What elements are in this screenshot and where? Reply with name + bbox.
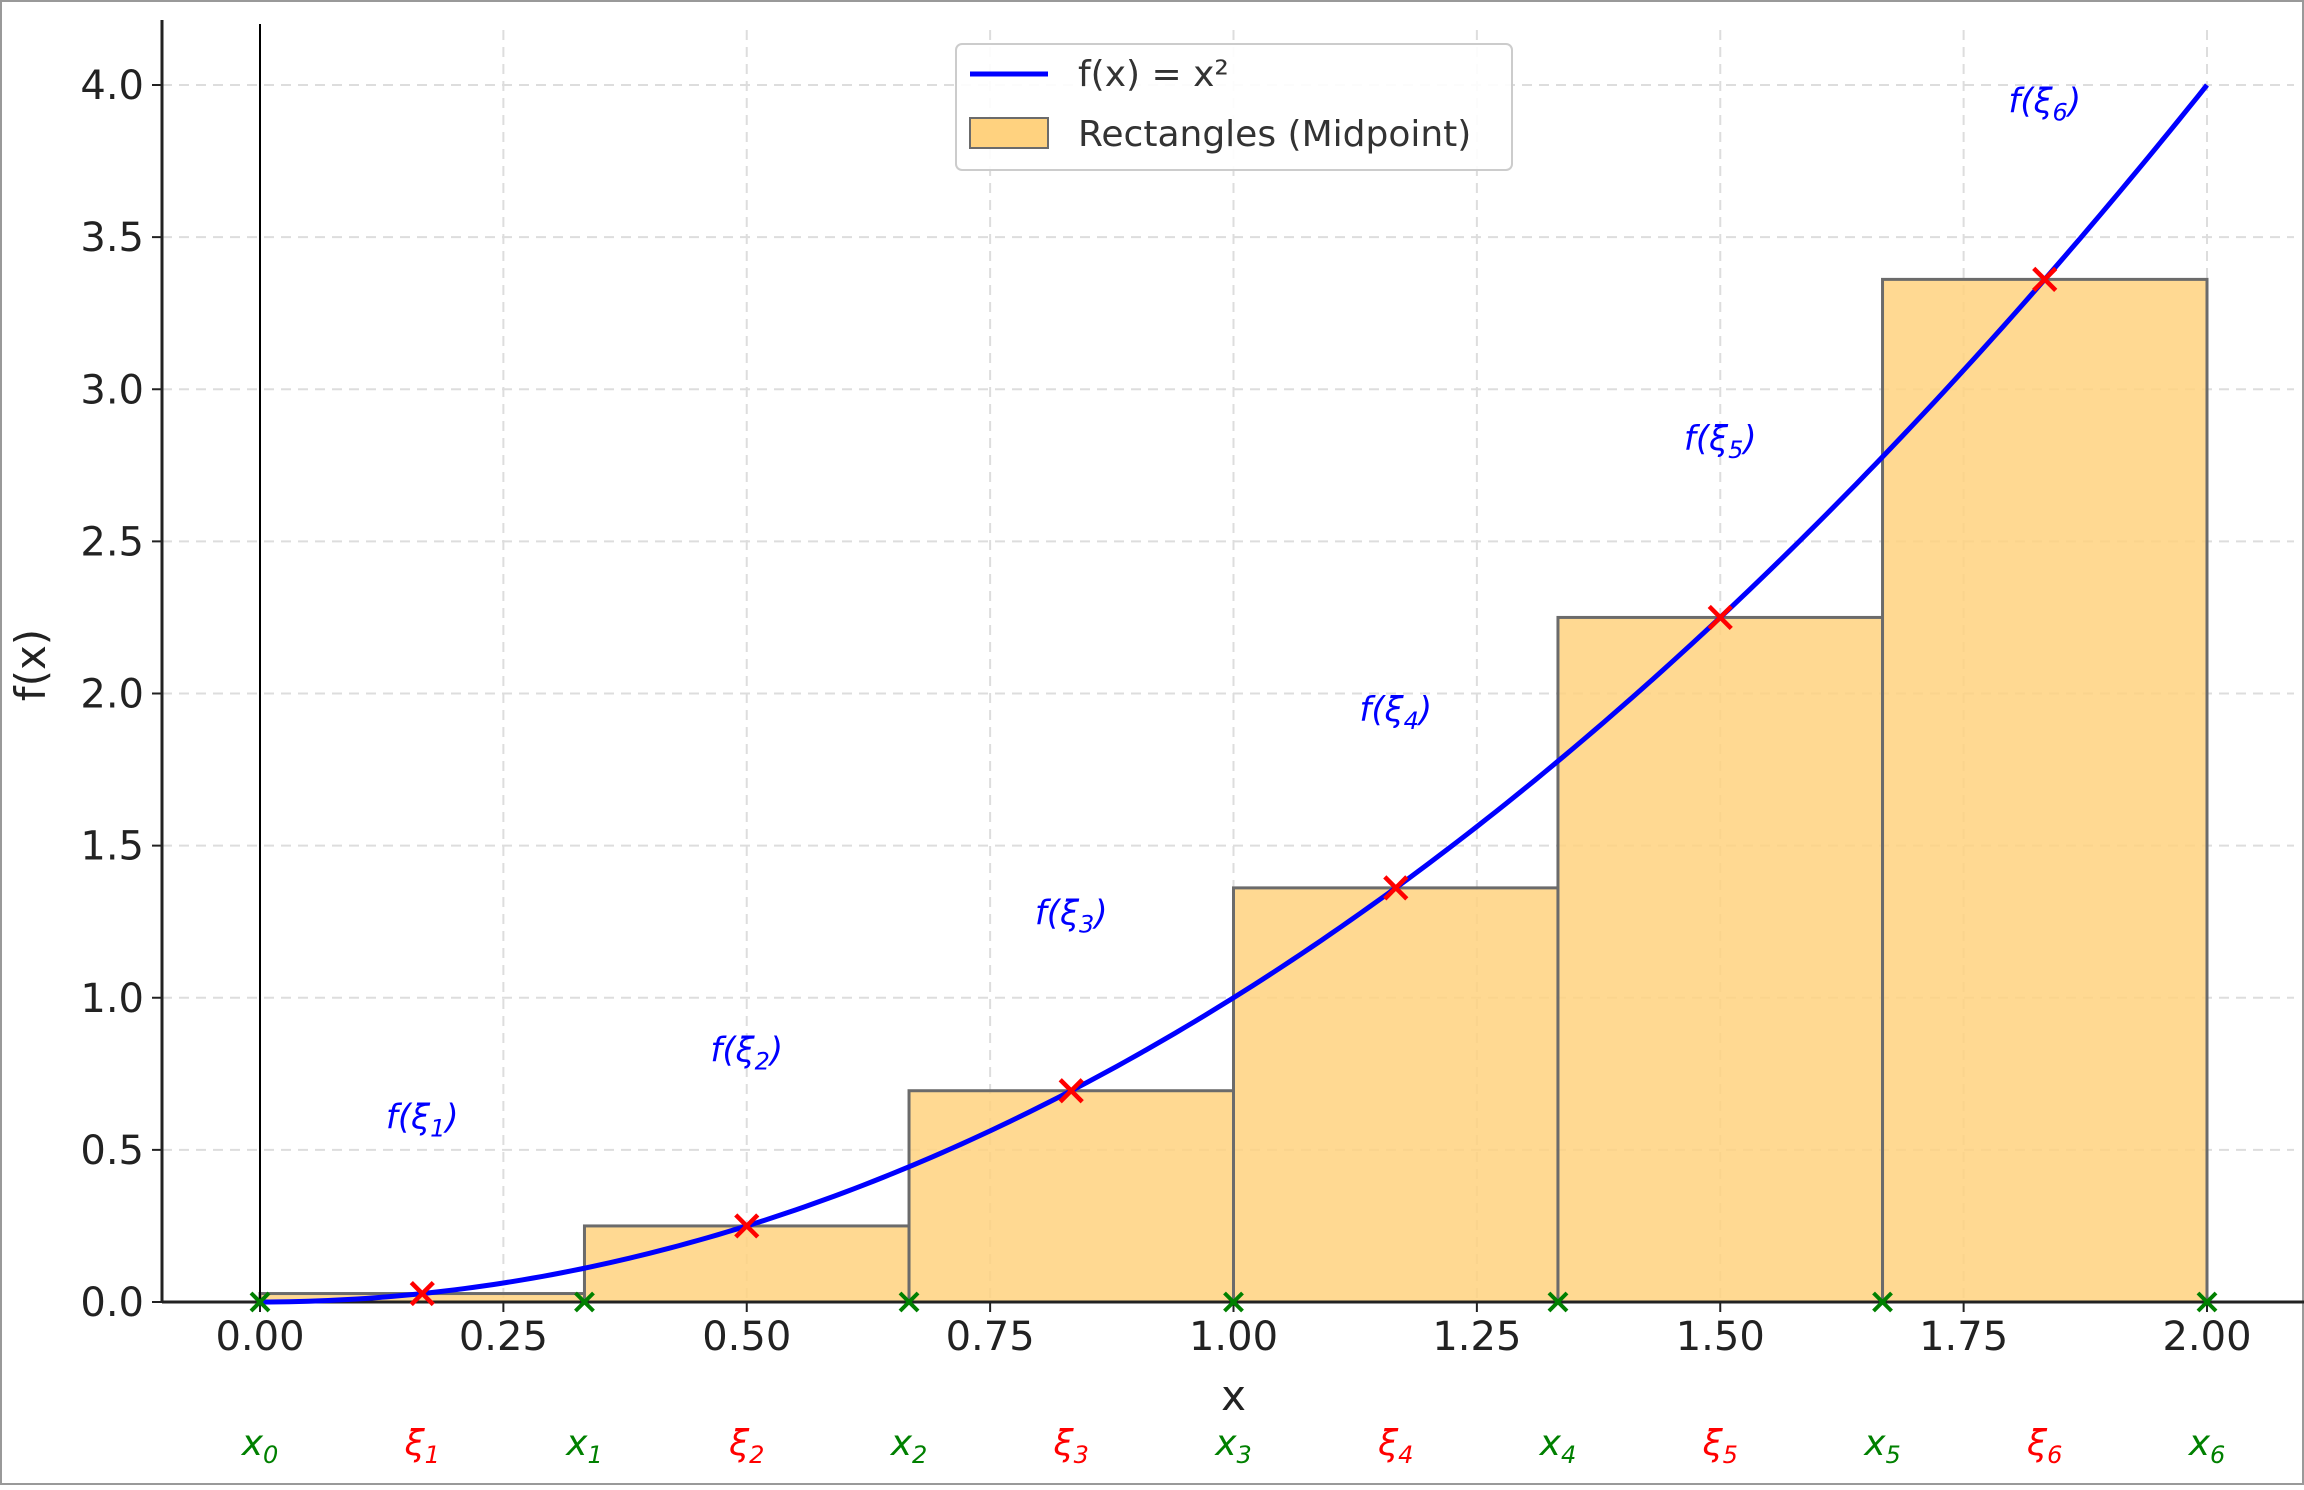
midpoint-marker bbox=[1707, 604, 1733, 631]
midpoint-rectangle bbox=[1556, 615, 1885, 1304]
partition-label: x3 bbox=[1214, 1423, 1252, 1469]
partition-label: x1 bbox=[565, 1423, 603, 1469]
midpoint-rectangle bbox=[1881, 277, 2209, 1304]
x-tick-label: 0.25 bbox=[459, 1314, 548, 1360]
marker-stroke bbox=[1707, 604, 1733, 631]
x-tick-label: 1.50 bbox=[1676, 1314, 1765, 1360]
y-tick-label: 2.5 bbox=[80, 519, 144, 565]
legend-box bbox=[955, 43, 1513, 171]
partition-label: x2 bbox=[890, 1423, 928, 1469]
curve-group bbox=[259, 83, 2209, 1305]
partition-point-marker bbox=[1223, 1291, 1244, 1313]
midpoint-rectangle bbox=[1232, 886, 1560, 1304]
markers-group bbox=[249, 266, 2218, 1313]
x-tick-label: 2.00 bbox=[2162, 1314, 2251, 1360]
y-tick-label: 3.5 bbox=[80, 215, 144, 261]
x-axis-label: x bbox=[1221, 1371, 1246, 1420]
f-xi-annotation: f(ξ1) bbox=[386, 1098, 459, 1143]
legend: f(x) = x² Rectangles (Midpoint) bbox=[955, 43, 1513, 171]
partition-label: x6 bbox=[2188, 1423, 2226, 1469]
marker-stroke bbox=[898, 1291, 920, 1313]
y-tick-label: 2.0 bbox=[80, 672, 144, 718]
y-tick-label: 0.0 bbox=[80, 1280, 144, 1326]
midpoint-rectangle bbox=[907, 1089, 1236, 1304]
partition-label: ξ3 bbox=[1053, 1423, 1089, 1469]
partition-label: ξ2 bbox=[728, 1423, 764, 1469]
partition-point-marker bbox=[1547, 1291, 1569, 1313]
marker-stroke bbox=[1058, 1078, 1084, 1104]
y-axis-label: f(x) bbox=[6, 629, 55, 701]
f-xi-annotation: f(ξ3) bbox=[1035, 894, 1108, 939]
marker-stroke bbox=[1223, 1291, 1244, 1313]
partition-label: ξ6 bbox=[2026, 1423, 2062, 1469]
partition-label: x0 bbox=[241, 1423, 279, 1469]
x-tick-label: 0.75 bbox=[946, 1314, 1035, 1360]
x-tick-label: 1.00 bbox=[1189, 1314, 1278, 1360]
midpoint-marker bbox=[409, 1280, 435, 1307]
y-tick-label: 1.0 bbox=[80, 976, 144, 1022]
y-tick-label: 1.5 bbox=[80, 824, 144, 870]
marker-stroke bbox=[574, 1291, 595, 1313]
midpoint-marker bbox=[2032, 266, 2058, 292]
f-xi-annotation: f(ξ5) bbox=[1684, 419, 1757, 464]
marker-stroke bbox=[1872, 1291, 1893, 1313]
annotations-group: f(ξ1) f(ξ2) f(ξ3) f(ξ4) f(ξ5) f(ξ6) bbox=[386, 81, 2081, 1142]
f-xi-annotation: f(ξ2) bbox=[710, 1031, 783, 1076]
midpoint-marker bbox=[1383, 875, 1409, 901]
tick-labels-group: 0.00 0.25 0.50 0.75 1.00 1.25 1.50 1.75 2.00 0.0 0… bbox=[80, 63, 2251, 1360]
midpoint-marker bbox=[1058, 1078, 1084, 1104]
x-tick-label: 0.50 bbox=[702, 1314, 791, 1360]
marker-stroke bbox=[734, 1213, 760, 1239]
x-tick-label: 1.25 bbox=[1432, 1314, 1521, 1360]
partition-point-marker bbox=[574, 1291, 595, 1313]
partition-point-marker bbox=[249, 1291, 271, 1313]
partition-label: ξ5 bbox=[1702, 1423, 1738, 1469]
marker-stroke bbox=[1547, 1291, 1569, 1313]
partition-label: ξ4 bbox=[1377, 1423, 1413, 1469]
partition-point-marker bbox=[1872, 1291, 1893, 1313]
partition-label: x4 bbox=[1539, 1423, 1577, 1469]
legend-label-curve: f(x) = x² bbox=[1078, 54, 1229, 95]
partition-labels-group: x0 ξ1 x1 ξ2 x2 ξ3 x3 ξ4 x4 ξ5 x5 ξ6 x6 bbox=[241, 1423, 2226, 1469]
f-xi-annotation: f(ξ6) bbox=[2008, 81, 2081, 126]
marker-stroke bbox=[2032, 266, 2058, 292]
marker-stroke bbox=[409, 1280, 435, 1307]
legend-rect-swatch bbox=[969, 117, 1049, 149]
midpoint-marker bbox=[734, 1213, 760, 1239]
y-tick-label: 0.5 bbox=[80, 1128, 144, 1174]
partition-point-marker bbox=[898, 1291, 920, 1313]
y-tick-label: 3.0 bbox=[80, 367, 144, 413]
x-tick-label: 0.00 bbox=[215, 1314, 304, 1360]
f-xi-annotation: f(ξ4) bbox=[1359, 690, 1432, 735]
midpoint-rectangle bbox=[582, 1224, 911, 1304]
function-curve bbox=[259, 83, 2209, 1305]
marker-stroke bbox=[1383, 875, 1409, 901]
y-tick-label: 4.0 bbox=[80, 63, 144, 109]
partition-label: ξ1 bbox=[404, 1423, 440, 1469]
marker-stroke bbox=[249, 1291, 271, 1313]
legend-label-rectangles: Rectangles (Midpoint) bbox=[1078, 114, 1471, 155]
marker-stroke bbox=[2196, 1291, 2218, 1313]
partition-label: x5 bbox=[1863, 1423, 1901, 1469]
x-tick-label: 1.75 bbox=[1919, 1314, 2008, 1360]
partition-point-marker bbox=[2196, 1291, 2218, 1313]
